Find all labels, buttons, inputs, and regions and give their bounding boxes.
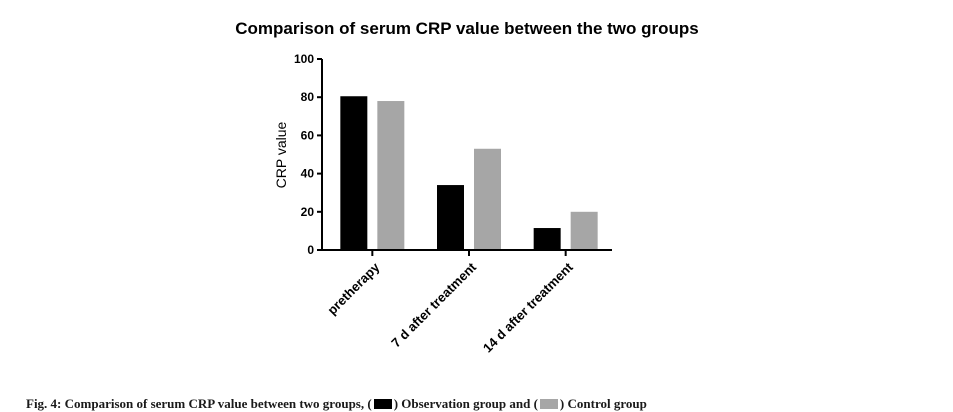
y-axis-label: CRP value [273, 121, 289, 188]
y-tick-label: 100 [294, 52, 314, 66]
x-tick-label: 7 d after treatment [388, 259, 479, 350]
legend-swatch-observation [373, 399, 392, 409]
bars [340, 96, 598, 251]
caption-series1: ) Observation group and ( [393, 396, 538, 411]
y-tick-label: 0 [307, 243, 314, 257]
bar-control [570, 211, 598, 250]
figure-caption: Fig. 4: Comparison of serum CRP value be… [26, 396, 647, 412]
y-axis: 0 20 40 60 80 100 [294, 52, 323, 257]
bar-observation [437, 185, 464, 250]
x-tick-label: pretherapy [324, 259, 383, 318]
bar-control [377, 101, 405, 251]
caption-prefix: Fig. 4: Comparison of serum CRP value be… [26, 396, 372, 411]
chart: Comparison of serum CRP value between th… [235, 19, 698, 355]
bar-control [474, 148, 501, 250]
caption-series2: ) Control group [559, 396, 647, 411]
y-tick-label: 20 [301, 205, 315, 219]
chart-title: Comparison of serum CRP value between th… [235, 19, 698, 38]
x-tick-label: 14 d after treatment [480, 259, 576, 355]
x-axis: pretherapy 7 d after treatment 14 d after … [321, 249, 612, 355]
y-tick-label: 60 [301, 128, 315, 142]
y-tick-label: 40 [301, 167, 315, 181]
bar-observation [340, 96, 368, 251]
y-tick-label: 80 [301, 90, 315, 104]
legend-swatch-control [539, 399, 558, 409]
bar-observation [533, 228, 561, 250]
